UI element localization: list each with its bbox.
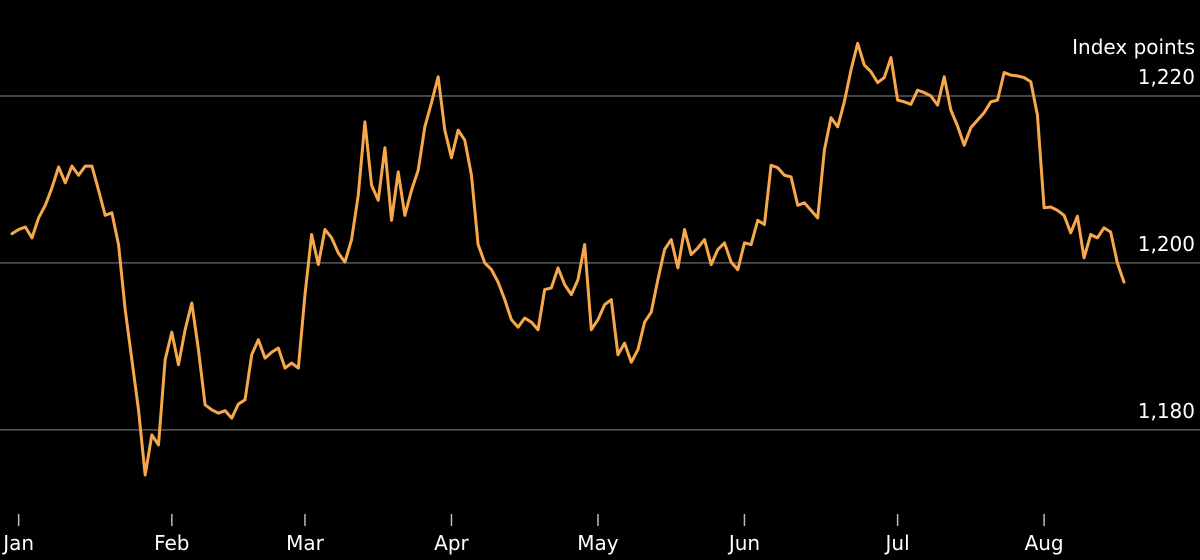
x-tick-label: Jul — [884, 531, 910, 555]
y-tick-label: 1,180 — [1138, 399, 1195, 423]
y-axis-label: Index points — [1072, 35, 1195, 59]
y-tick-label: 1,200 — [1138, 232, 1195, 256]
x-tick-label: May — [577, 531, 619, 555]
x-tick-label: Feb — [154, 531, 189, 555]
x-tick-label: Jun — [727, 531, 760, 555]
x-tick-label: Aug — [1025, 531, 1064, 555]
x-tick-label: Apr — [434, 531, 469, 555]
x-tick-label: Jan — [1, 531, 34, 555]
x-tick-label: Mar — [286, 531, 325, 555]
y-tick-label: 1,220 — [1138, 65, 1195, 89]
line-series — [10, 41, 1126, 477]
